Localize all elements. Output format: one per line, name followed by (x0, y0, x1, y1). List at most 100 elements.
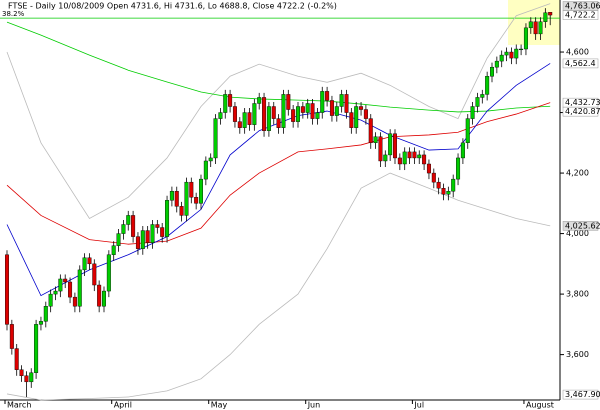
candle-body (72, 296, 77, 307)
candle-body (359, 106, 364, 110)
candle-body (111, 245, 116, 255)
candle-body (329, 100, 334, 116)
candle-body (305, 103, 310, 113)
candle-body (436, 181, 441, 189)
candle-body (92, 263, 97, 286)
candle-body (523, 27, 528, 50)
candle-body (97, 284, 102, 307)
candle-body (121, 224, 126, 234)
candle-body (485, 76, 490, 95)
candle-body (402, 151, 407, 165)
candle-body (538, 21, 543, 35)
candle-body (4, 254, 9, 325)
candle-body (465, 118, 470, 144)
candle-body (213, 118, 218, 159)
y-tick-label: 3,800 (566, 290, 589, 299)
candle-body (106, 254, 111, 292)
x-tick-label: Jun (307, 401, 321, 410)
candle-body (24, 375, 29, 383)
candle-body (334, 106, 339, 116)
candle-body (548, 12, 553, 16)
candle-body (291, 109, 296, 122)
candle-body (281, 94, 286, 128)
candle-body (82, 257, 87, 271)
price-label-box (562, 389, 599, 400)
candle-body (460, 142, 465, 159)
candle-body (378, 136, 383, 162)
candle-body (135, 236, 140, 249)
candle-body (296, 106, 301, 122)
candle-body (29, 372, 34, 383)
candle-body (388, 133, 393, 156)
candle-body (237, 121, 242, 128)
indicator-line (6, 21, 551, 113)
candle-body (519, 48, 524, 51)
candle-body (194, 197, 199, 204)
candle-body (543, 12, 548, 22)
candle-body (368, 118, 373, 144)
candle-body (208, 157, 213, 162)
price-label-box (562, 10, 599, 20)
candle-body (63, 278, 68, 283)
candle-body (174, 191, 179, 207)
candle-body (232, 106, 237, 122)
candle-body (470, 106, 475, 119)
candle-body (87, 257, 92, 265)
candle-body (68, 281, 73, 298)
candle-body (9, 324, 14, 349)
candle-body (451, 178, 456, 192)
price-label-box (562, 58, 599, 69)
price-label: 4,432.73 (565, 98, 600, 107)
price-label: 4,722.2 (565, 11, 596, 20)
candle-body (533, 21, 538, 35)
candle-body (480, 94, 485, 98)
indicator-line (6, 172, 551, 401)
price-label: 4,025.62 (565, 221, 600, 230)
candle-body (179, 206, 184, 216)
candle-body (150, 224, 155, 243)
candle-body (43, 306, 48, 322)
candle-body (393, 133, 398, 159)
candle-body (373, 136, 378, 144)
candle-body (189, 181, 194, 198)
candle-body (116, 233, 121, 246)
candle-body (218, 112, 223, 119)
y-tick-label: 4,000 (566, 229, 589, 238)
candle-body (14, 348, 19, 370)
candle-body (77, 269, 82, 307)
x-tick-label: Jul (413, 401, 424, 410)
candle-body (19, 369, 24, 376)
chart-title: FTSE - Daily 10/08/2009 Open 4731.6, Hi … (8, 2, 337, 11)
candle-body (48, 293, 53, 307)
price-label: 3,467.90 (565, 390, 600, 399)
candle-body (431, 172, 436, 183)
candle-body (354, 106, 359, 128)
candle-body (286, 94, 291, 110)
candle-body (475, 97, 480, 107)
candle-body (223, 94, 228, 113)
candle-body (383, 154, 388, 162)
candle-body (247, 112, 252, 125)
candle-body (504, 51, 509, 56)
candle-body (407, 151, 412, 159)
candle-body (257, 97, 262, 104)
candle-body (203, 160, 208, 180)
price-label: 4,562.4 (565, 59, 596, 68)
y-tick-label: 4,200 (566, 169, 589, 178)
candle-body (310, 103, 315, 119)
candle-body (101, 290, 106, 307)
price-label-box (562, 106, 599, 117)
candle-body (271, 106, 276, 119)
candle-body (325, 91, 330, 101)
x-tick-label: April (114, 401, 132, 410)
price-label-box (562, 221, 599, 231)
candle-body (198, 178, 203, 204)
candle-body (426, 163, 431, 174)
candle-body (276, 118, 281, 128)
candle-body (34, 324, 39, 373)
candle-body (169, 191, 174, 201)
candle-body (126, 215, 131, 225)
price-label: 4,763.06 (565, 2, 600, 11)
candle-body (145, 230, 150, 243)
